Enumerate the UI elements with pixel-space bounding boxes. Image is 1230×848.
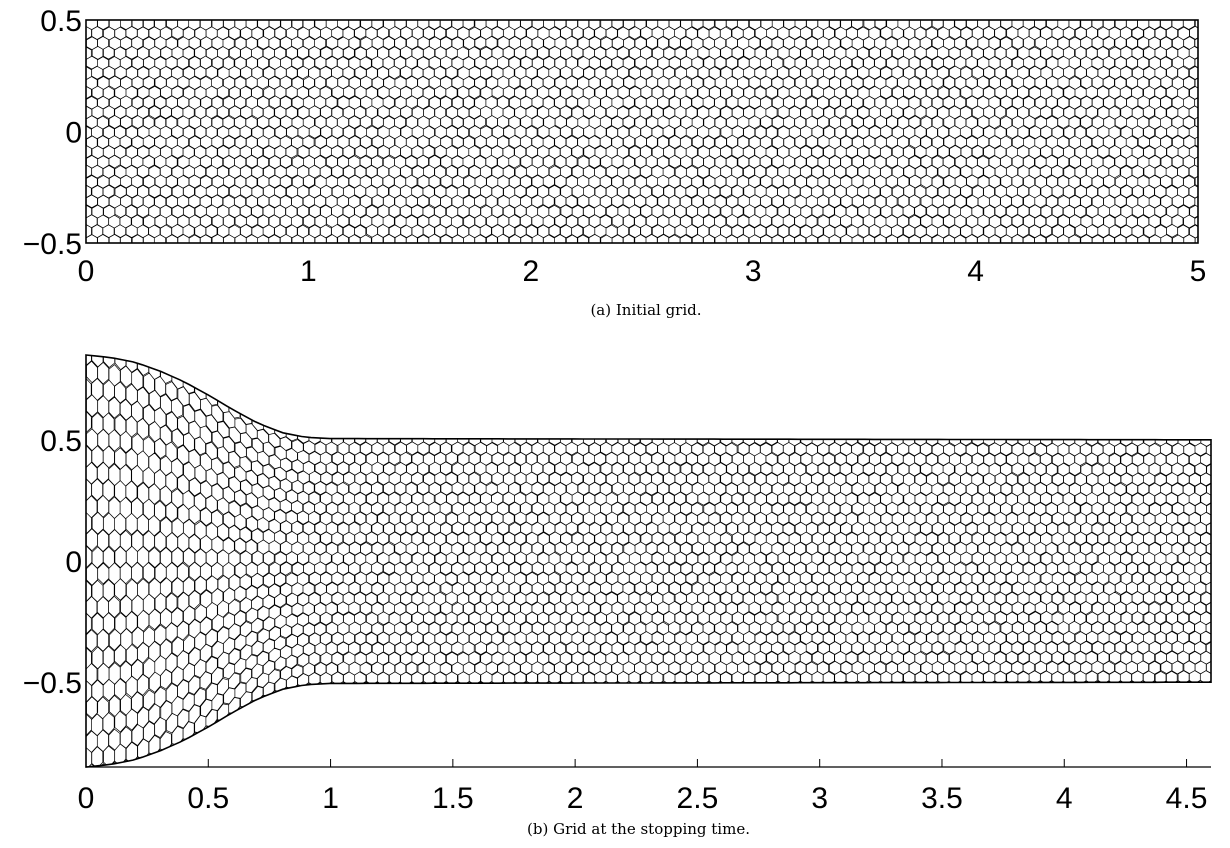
x-tick-label: 5 [1190,255,1207,288]
x-tick-label: 2 [522,255,539,288]
x-tick-label: 1 [300,255,317,288]
panel-b-domain-outline [85,354,1212,768]
x-tick-label: 4.5 [1166,782,1208,815]
x-tick-label: 2.5 [677,782,719,815]
panel-a-x-tick-labels: 0 1 2 3 4 5 [78,255,1207,288]
x-tick-label: 0.5 [187,782,229,815]
x-tick-label: 2 [567,782,584,815]
x-tick-label: 3.5 [921,782,963,815]
x-tick-label: 1.5 [432,782,474,815]
panel-a-y-tick-labels: −0.5 0 0.5 [23,5,82,261]
x-tick-label: 4 [1056,782,1073,815]
x-tick-label: 4 [967,255,984,288]
mesh-cells-path [86,355,1211,767]
y-tick-label: −0.5 [23,228,82,261]
panel-a-domain-outline [85,19,1199,244]
panel-b-stopping-time-grid: −0.5 0 0.5 0 0.5 1 1.5 2 2.5 3 3.5 4 4.5 (b) Grid a… [23,354,1212,838]
x-tick-label: 1 [322,782,339,815]
x-tick-label: 3 [811,782,828,815]
panel-a-caption: (a) Initial grid. [590,301,701,319]
x-tick-label: 0 [78,255,95,288]
x-tick-label: 3 [745,255,762,288]
panel-b-x-tick-labels: 0 0.5 1 1.5 2 2.5 3 3.5 4 4.5 [78,782,1208,815]
y-tick-label: 0.5 [40,425,82,458]
panel-b-y-tick-labels: −0.5 0 0.5 [23,425,82,700]
y-tick-label: 0 [65,117,82,150]
panel-a-mesh-cells [86,20,1198,243]
panel-b-caption: (b) Grid at the stopping time. [527,820,750,838]
y-tick-label: 0.5 [40,5,82,38]
mesh-cells-path [86,20,1198,243]
x-tick-label: 0 [78,782,95,815]
y-tick-label: −0.5 [23,667,82,700]
y-tick-label: 0 [65,546,82,579]
panel-b-x-tick-marks [85,759,1188,767]
panel-b-mesh-cells [86,355,1211,767]
